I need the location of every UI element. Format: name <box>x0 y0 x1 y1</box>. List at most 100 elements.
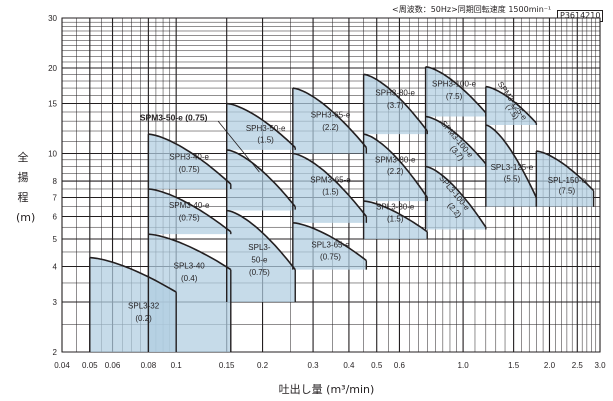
pump-curve <box>363 73 428 132</box>
pump-curve <box>363 200 428 233</box>
region-label: SPH3-50-e <box>246 124 286 133</box>
region-label: (0.75) <box>179 214 200 223</box>
pump-region <box>485 86 537 125</box>
regions <box>89 66 595 352</box>
region-label: SPL-150-e <box>548 176 587 185</box>
region-label: 50-e <box>251 256 268 265</box>
region-label: (2.2) <box>387 167 404 176</box>
region-label: (5.5) <box>504 175 521 184</box>
x-tick-label: 0.3 <box>308 361 320 370</box>
tick-labels: 0.04 0.05 0.06 0.08 0.1 0.15 0.2 0.3 0.4 0.5 0.6 1.… <box>48 14 606 370</box>
region-label: SPL3-125-e <box>491 163 534 172</box>
y-tick-label: 7 <box>53 193 58 202</box>
region-label: (7.5) <box>446 92 463 101</box>
region-label: (0.2) <box>135 314 152 323</box>
pump-region <box>226 210 296 302</box>
pump-curve <box>148 233 232 271</box>
pump-region <box>148 234 231 352</box>
pump-region <box>536 151 594 207</box>
pump-region <box>148 134 231 189</box>
x-tick-label: 0.6 <box>394 361 406 370</box>
pump-region <box>363 134 428 202</box>
region-label: (1.5) <box>387 215 404 224</box>
region-label: SPL3- <box>248 243 271 252</box>
y-tick-label: 8 <box>53 177 58 186</box>
y-axis-label-char: 全 <box>17 151 29 164</box>
region-label: SPH3-65-e <box>311 111 351 120</box>
pump-region <box>292 88 367 154</box>
region-label: (1.5) <box>257 136 274 145</box>
y-tick-label: 15 <box>48 99 57 108</box>
pump-region <box>226 103 296 150</box>
region-label: (3.7) <box>387 101 404 110</box>
pump-curve <box>425 115 487 165</box>
pump-curve <box>226 149 296 208</box>
pump-curve <box>148 188 232 233</box>
pump-region <box>425 166 486 230</box>
pump-curve <box>425 66 487 114</box>
x-tick-label: 0.5 <box>371 361 383 370</box>
region-label: SPL3-65-e <box>311 240 350 249</box>
pump-curve <box>536 150 595 192</box>
x-tick-label: 0.1 <box>171 361 183 370</box>
region-label: (0.75) <box>320 253 341 262</box>
pump-region <box>425 116 486 167</box>
y-tick-label: 4 <box>53 263 58 272</box>
pump-curve <box>226 209 296 271</box>
pump-region <box>292 222 367 270</box>
x-tick-label: 0.04 <box>54 361 70 370</box>
region-label: SPH3-80-e <box>375 88 415 97</box>
pump-curve <box>485 85 537 124</box>
pump-region <box>425 66 486 117</box>
y-axis-label-char: 揚 <box>17 171 29 184</box>
pump-curve <box>292 152 367 217</box>
x-tick-label: 0.05 <box>82 361 98 370</box>
region-label: SPL3-40 <box>174 262 206 271</box>
region-label: SPM3-65-e <box>310 175 351 184</box>
x-tick-label: 0.4 <box>343 361 355 370</box>
region-label: SPL3-32 <box>128 301 160 310</box>
pump-curve <box>485 124 538 198</box>
pump-curve <box>292 222 367 262</box>
region-label: SPH3-40-e <box>169 152 209 161</box>
y-tick-label: 6 <box>53 213 58 222</box>
region-label: SPH3-100-e <box>432 80 477 89</box>
region-label: SPL3-80-e <box>376 203 415 212</box>
pump-curve <box>148 133 232 185</box>
frequency-note: <周波数：50Hz>同期回転速度 1500min⁻¹ <box>392 5 552 14</box>
x-tick-label: 2.5 <box>572 361 584 370</box>
x-tick-label: 3.0 <box>594 361 606 370</box>
y-tick-label: 10 <box>48 149 57 158</box>
region-label: (0.75) <box>249 268 270 277</box>
x-tick-label: 0.2 <box>257 361 269 370</box>
x-tick-label: 2.0 <box>544 361 556 370</box>
pump-region <box>148 189 231 235</box>
pump-region <box>363 201 428 239</box>
pump-curve <box>292 87 367 149</box>
region-label: SPM3-40-e <box>169 201 210 210</box>
pump-curve <box>226 102 296 149</box>
pump-region <box>292 153 367 223</box>
region-label: (7.5) <box>559 187 576 196</box>
region-label: (0.75) <box>179 165 200 174</box>
pump-curve <box>363 133 428 198</box>
pump-region <box>485 125 537 207</box>
pump-region <box>226 149 296 211</box>
region-label: SPM3-80-e <box>375 156 416 165</box>
y-tick-label: 20 <box>48 64 57 73</box>
x-axis-label: 吐出し量 (m³/min) <box>278 383 375 396</box>
x-tick-label: 1.0 <box>458 361 470 370</box>
pump-curve <box>89 256 177 293</box>
region-label: SPM3-50-e (0.75) <box>140 113 208 123</box>
x-tick-label: 1.5 <box>508 361 520 370</box>
y-tick-label: 2 <box>53 348 58 357</box>
region-label: (1.5) <box>322 187 339 196</box>
y-tick-label: 5 <box>53 235 58 244</box>
x-tick-label: 0.06 <box>105 361 121 370</box>
y-tick-label: 3 <box>53 298 58 307</box>
x-tick-label: 0.15 <box>219 361 235 370</box>
pump-region <box>363 74 428 135</box>
callout-leader <box>217 120 260 173</box>
pump-curve <box>425 165 487 228</box>
